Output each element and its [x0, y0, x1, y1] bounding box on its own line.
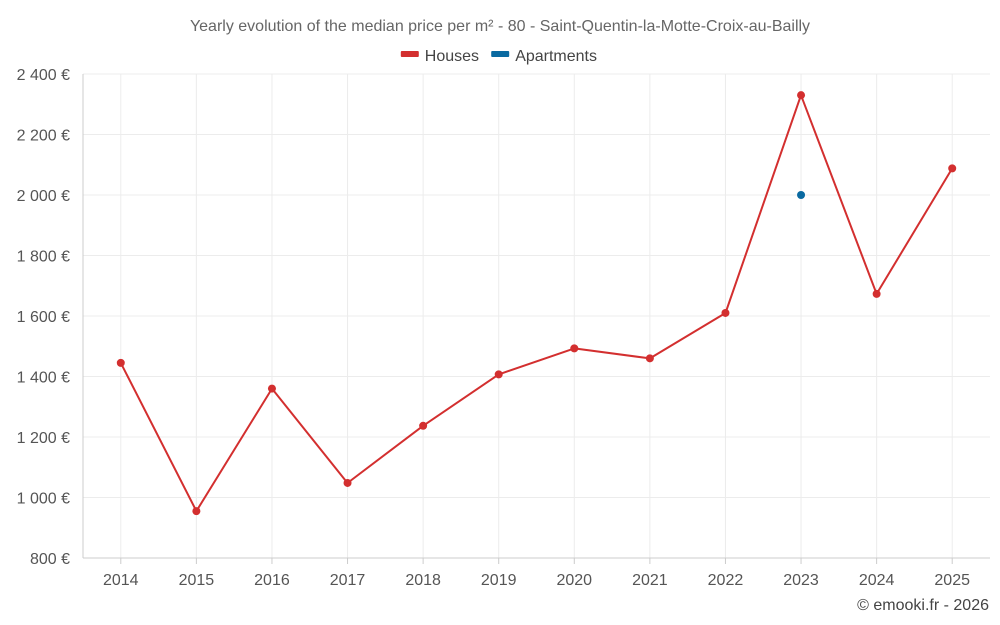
x-tick-label: 2017: [330, 572, 366, 589]
y-axis: 800 € 1 000 € 1 200 € 1 400 € 1 600 € 1 800 €…: [17, 67, 84, 568]
data-point-houses-2018: [419, 421, 428, 430]
data-point-houses-2016: [267, 384, 276, 393]
legend-label-houses: Houses: [425, 48, 479, 65]
x-tick-label: 2016: [254, 572, 290, 589]
data-point-houses-2020: [570, 344, 579, 353]
y-tick-label: 1 000 €: [17, 491, 70, 508]
y-tick-label: 2 000 €: [17, 188, 70, 205]
legend: Houses Apartments: [400, 48, 597, 65]
data-point-houses-2017: [343, 478, 352, 487]
data-point-apartments-2023: [797, 191, 806, 199]
data-point-houses-2024: [872, 289, 881, 298]
data-point-houses-2014: [116, 358, 125, 367]
data-point-houses-2023: [797, 91, 806, 100]
legend-swatch-houses: [400, 51, 419, 57]
x-tick-label: 2014: [103, 572, 139, 589]
y-tick-label: 1 800 €: [17, 249, 70, 266]
x-tick-label: 2023: [783, 572, 819, 589]
x-tick-label: 2021: [632, 572, 668, 589]
y-tick-label: 2 400 €: [17, 67, 70, 84]
x-tick-label: 2019: [481, 572, 517, 589]
grid: [83, 73, 990, 558]
credit-text: © emooki.fr - 2026: [857, 597, 989, 614]
legend-swatch-apartments: [491, 51, 510, 57]
x-tick-label: 2018: [405, 572, 441, 589]
x-axis: 2014 2015 2016 2017 2018 2019 2020 2021 2022 2023…: [83, 557, 990, 589]
x-tick-label: 2020: [556, 572, 592, 589]
data-point-houses-2021: [645, 354, 654, 363]
x-tick-label: 2025: [934, 572, 970, 589]
y-tick-label: 800 €: [30, 551, 70, 568]
y-tick-label: 2 200 €: [17, 128, 70, 145]
legend-label-apartments: Apartments: [515, 48, 597, 65]
x-tick-label: 2015: [179, 572, 215, 589]
data-point-houses-2025: [948, 164, 957, 173]
legend-item-houses[interactable]: Houses: [400, 48, 479, 65]
series-layer: [116, 91, 957, 516]
series-apartments: [797, 191, 806, 199]
data-point-houses-2019: [494, 370, 503, 379]
y-tick-label: 1 400 €: [17, 370, 70, 387]
legend-item-apartments[interactable]: Apartments: [491, 48, 597, 65]
series-line-houses: [119, 94, 954, 513]
y-tick-label: 1 200 €: [17, 430, 70, 447]
x-tick-label: 2024: [859, 572, 895, 589]
data-point-houses-2022: [721, 308, 730, 317]
y-tick-label: 1 600 €: [17, 309, 70, 326]
x-tick-label: 2022: [708, 572, 744, 589]
data-point-houses-2015: [192, 507, 201, 516]
series-houses: [116, 91, 957, 516]
chart-title: Yearly evolution of the median price per…: [190, 18, 810, 35]
